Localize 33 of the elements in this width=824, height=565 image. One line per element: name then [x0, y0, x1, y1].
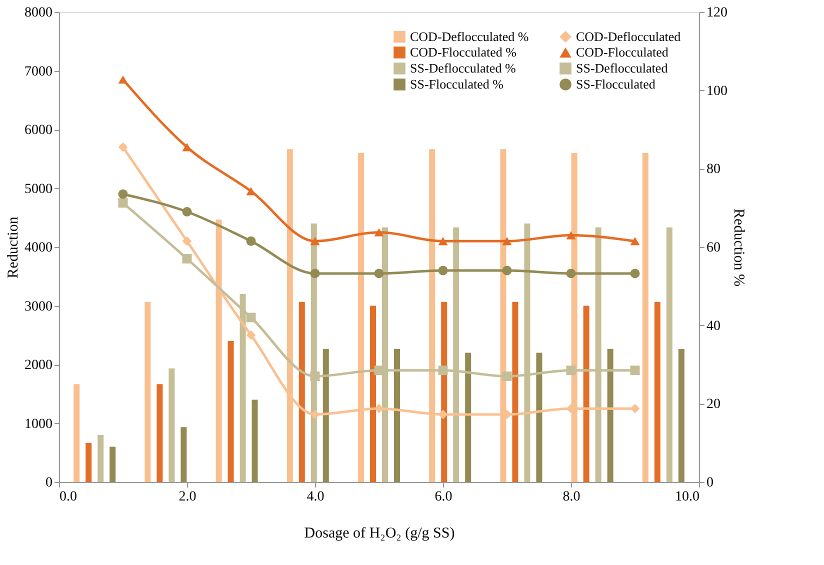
y2-tick-label: 40	[706, 318, 720, 334]
y2-tick-label: 100	[706, 84, 728, 99]
x-tick-label: 6.0	[434, 490, 452, 504]
legend-label: COD-Flocculated %	[410, 44, 517, 60]
legend-label: COD-Deflocculated	[576, 28, 682, 44]
x-tick-label: 10.0	[675, 490, 700, 504]
x-tick-label: 0.0	[60, 490, 77, 504]
y2-tick-label: 80	[706, 162, 720, 178]
y-tick-label: 5000	[24, 182, 52, 197]
y-axis-title: Reduction	[6, 216, 22, 278]
y-tick-label: 3000	[24, 299, 52, 314]
y-tick-label: 2000	[24, 358, 52, 373]
legend-label: SS-Flocculated %	[410, 76, 504, 92]
y-tick-label: 1000	[24, 416, 52, 432]
y-tick-label: 8000	[24, 6, 52, 20]
legend-label: COD-Flocculated	[576, 44, 669, 60]
y2-tick-label: 60	[706, 240, 720, 256]
x-tick-label: 4.0	[306, 490, 324, 504]
y2-tick-label: 20	[706, 397, 720, 412]
legend-label: SS-Deflocculated	[576, 60, 668, 76]
x-tick-label: 2.0	[178, 490, 196, 504]
y-tick-label: 7000	[24, 64, 52, 80]
x-tick-label: 8.0	[562, 490, 580, 504]
y2-tick-label: 120	[706, 6, 728, 20]
legend-label: COD-Deflocculated %	[410, 28, 529, 44]
y2-tick-label: 0	[706, 476, 714, 490]
y-tick-label: 0	[46, 476, 52, 490]
legend-label: SS-Deflocculated %	[410, 60, 516, 76]
y-tick-label: 4000	[24, 240, 52, 256]
legend-label: SS-Flocculated	[576, 76, 656, 92]
y-tick-label: 6000	[24, 123, 52, 138]
x-axis-title: Dosage of H₂O₂ (g/g SS)	[304, 526, 455, 542]
y2-axis-title: Reduction %	[730, 208, 746, 286]
